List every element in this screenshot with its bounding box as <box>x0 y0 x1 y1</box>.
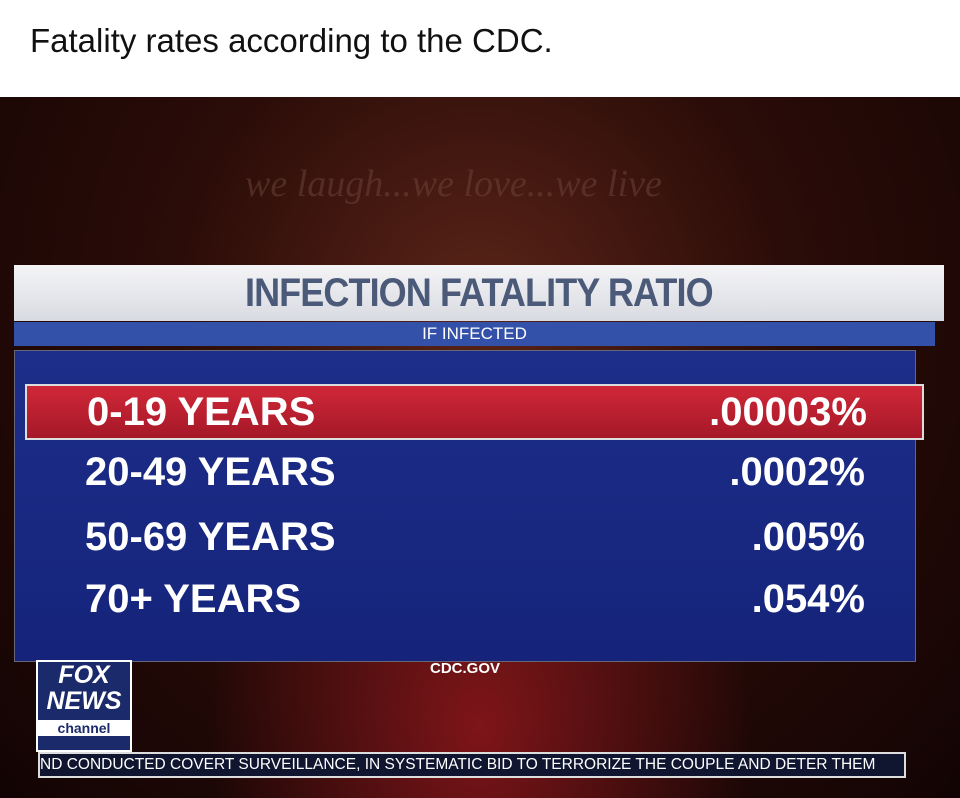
logo-text: FOX <box>58 661 110 689</box>
graphic-subtitle: IF INFECTED <box>14 322 935 346</box>
table-row: 20-49 YEARS .0002% <box>25 446 920 498</box>
channel-logo: FOX NEWS channel <box>36 660 132 752</box>
table: 0-19 YEARS .00003% 20-49 YEARS .0002% 50-69 … <box>14 350 924 662</box>
table-row: 70+ YEARS .054% <box>25 573 920 625</box>
logo-text: channel <box>38 720 130 736</box>
background-text: we laugh...we love...we live <box>245 163 662 205</box>
graphic-title: INFECTION FATALITY RATIO <box>245 271 714 315</box>
age-group: 20-49 YEARS <box>85 450 336 494</box>
table-row: 50-69 YEARS .005% <box>25 511 920 563</box>
tv-photo: we laugh...we love...we live INFECTION F… <box>0 97 960 798</box>
post-caption: Fatality rates according to the CDC. <box>30 22 553 59</box>
fatality-ratio: .005% <box>751 515 865 559</box>
age-group: 0-19 YEARS <box>87 390 316 434</box>
fatality-ratio: .0002% <box>729 450 865 494</box>
age-group: 70+ YEARS <box>85 577 302 621</box>
logo-text: NEWS <box>46 687 122 715</box>
fatality-ratio: .054% <box>751 577 865 621</box>
table-row: 0-19 YEARS .00003% <box>25 384 924 440</box>
news-ticker: ND CONDUCTED COVERT SURVEILLANCE, IN SYS… <box>38 752 906 778</box>
title-banner: INFECTION FATALITY RATIO <box>14 265 944 321</box>
source: CDC.GOV <box>429 660 500 677</box>
age-group: 50-69 YEARS <box>85 515 336 559</box>
fatality-ratio: .00003% <box>709 390 867 434</box>
